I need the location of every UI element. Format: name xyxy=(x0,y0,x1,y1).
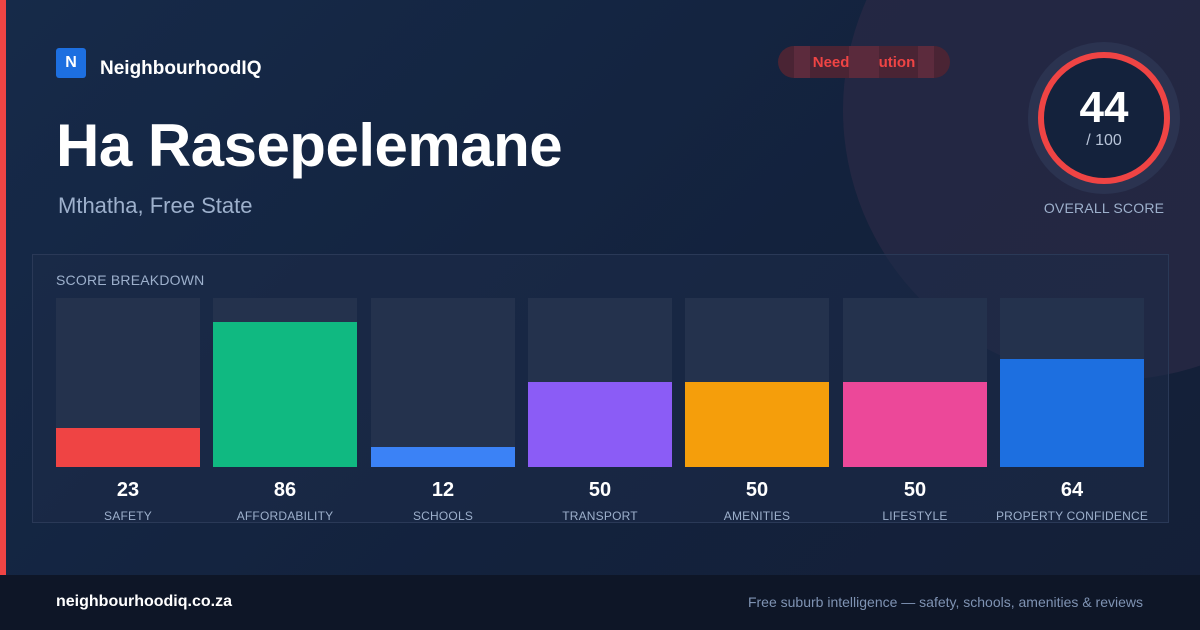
overall-score-label: OVERALL SCORE xyxy=(1043,200,1165,216)
footer: neighbourhoodiq.co.za Free suburb intell… xyxy=(0,575,1200,630)
score-bar-label: LIFESTYLE xyxy=(882,509,948,523)
score-bar-track xyxy=(1000,298,1144,467)
status-badge-cap-left xyxy=(794,46,810,78)
footer-url: neighbourhoodiq.co.za xyxy=(56,593,232,610)
score-bar-value: 50 xyxy=(903,479,927,501)
score-bar-fill xyxy=(528,382,672,467)
score-bar-track xyxy=(843,298,987,467)
score-bar-value: 50 xyxy=(745,479,769,501)
status-badge-label: Needs caution xyxy=(812,53,916,71)
score-bar-fill xyxy=(843,382,987,467)
accent-strip xyxy=(0,0,6,575)
score-breakdown-title: SCORE BREAKDOWN xyxy=(56,272,205,288)
score-bar-track xyxy=(371,298,515,467)
score-bar-value: 86 xyxy=(273,479,297,501)
score-ring xyxy=(1038,52,1170,184)
score-bar-label: SCHOOLS xyxy=(412,509,474,523)
brand: N NeighbourhoodIQ xyxy=(56,46,261,80)
overall-score-value: 44 xyxy=(1079,83,1129,132)
score-bar-lifestyle: 50 LIFESTYLE xyxy=(843,298,987,523)
score-bar-fill xyxy=(371,447,515,467)
overall-score-max: / 100 xyxy=(1086,132,1122,149)
score-bar-label: AFFORDABILITY xyxy=(236,509,334,523)
score-bar-property-confidence: 64 PROPERTY CONFIDENCE xyxy=(996,298,1148,523)
score-bar-transport: 50 TRANSPORT xyxy=(528,298,672,523)
score-bar-fill xyxy=(685,382,829,467)
score-bar-value: 12 xyxy=(431,479,455,501)
score-bar-value: 64 xyxy=(1060,479,1084,501)
footer-tagline: Free suburb intelligence — safety, schoo… xyxy=(747,594,1143,610)
score-bar-amenities: 50 AMENITIES xyxy=(685,298,829,523)
status-badge: Needs caution xyxy=(778,46,950,78)
score-breakdown-panel: SCORE BREAKDOWN 23 SAFETY 86 AFFORDABILITY 1… xyxy=(32,254,1169,523)
overall-score-ring: 44 / 100 xyxy=(1028,42,1180,194)
score-bar-safety: 23 SAFETY xyxy=(56,298,200,523)
score-bar-fill xyxy=(56,428,200,467)
score-bar-track xyxy=(56,298,200,467)
suburb-title: Ha Rasepelemane xyxy=(56,112,563,179)
score-bar-label: TRANSPORT xyxy=(562,509,638,523)
score-bar-schools: 12 SCHOOLS xyxy=(371,298,515,523)
score-bar-track xyxy=(528,298,672,467)
brand-name: NeighbourhoodIQ xyxy=(100,58,262,79)
suburb-location: Mthatha, Free State xyxy=(58,193,253,218)
score-bar-value: 23 xyxy=(116,479,140,501)
score-bar-fill xyxy=(213,322,357,467)
score-bar-track xyxy=(685,298,829,467)
score-bar-affordability: 86 AFFORDABILITY xyxy=(213,298,357,523)
status-badge-cap-right xyxy=(918,46,934,78)
brand-logo-icon: N xyxy=(56,48,86,78)
score-bar-track xyxy=(213,298,357,467)
score-bar-label: AMENITIES xyxy=(723,509,791,523)
score-bar-fill xyxy=(1000,359,1144,467)
score-bar-label: SAFETY xyxy=(104,509,152,523)
score-bar-value: 50 xyxy=(588,479,612,501)
score-bar-label: PROPERTY CONFIDENCE xyxy=(995,509,1149,523)
